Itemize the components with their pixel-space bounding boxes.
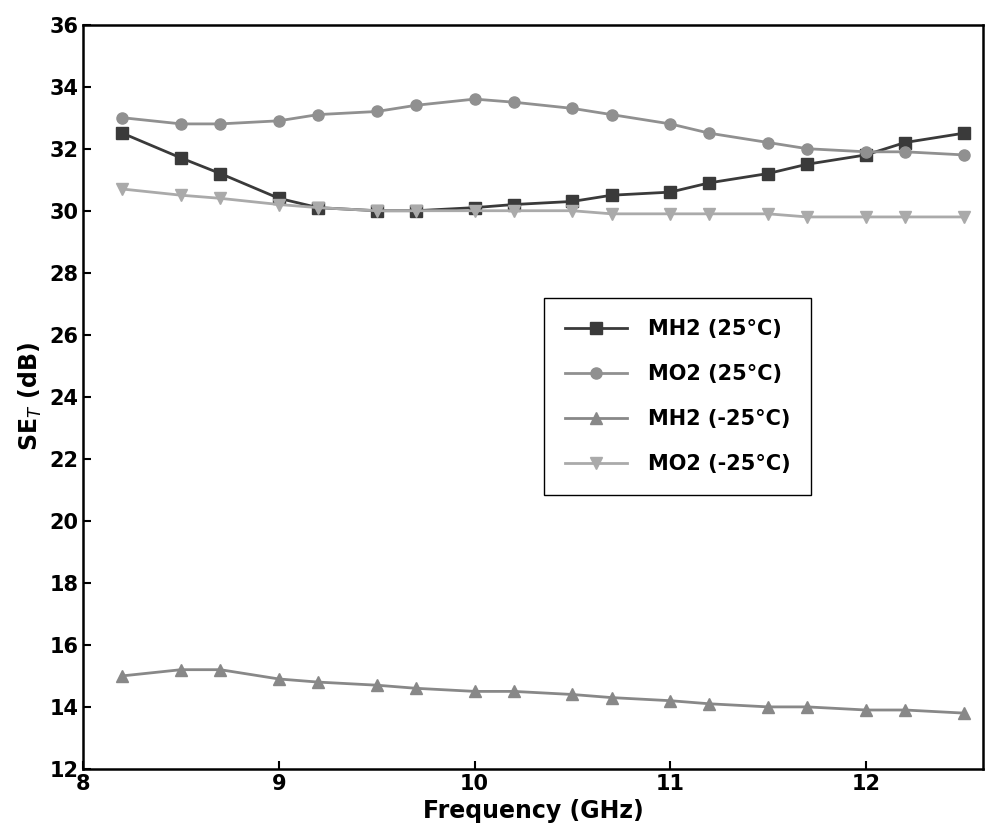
MO2 (25°C) xyxy=(566,103,578,113)
MH2 (-25°C) xyxy=(566,690,578,700)
MO2 (25°C) xyxy=(958,150,970,160)
MO2 (-25°C) xyxy=(214,193,226,203)
MH2 (25°C) xyxy=(664,187,676,197)
MH2 (25°C) xyxy=(606,190,618,200)
MO2 (-25°C) xyxy=(312,202,324,213)
MH2 (25°C) xyxy=(214,169,226,179)
MH2 (-25°C) xyxy=(273,674,285,684)
MH2 (-25°C) xyxy=(801,702,813,712)
MH2 (25°C) xyxy=(469,202,481,213)
MH2 (25°C) xyxy=(175,153,187,163)
MO2 (-25°C) xyxy=(801,212,813,222)
Line: MH2 (25°C): MH2 (25°C) xyxy=(117,128,969,216)
MO2 (25°C) xyxy=(899,147,911,157)
MO2 (25°C) xyxy=(860,147,872,157)
X-axis label: Frequency (GHz): Frequency (GHz) xyxy=(423,800,644,823)
MO2 (25°C) xyxy=(175,119,187,129)
MO2 (-25°C) xyxy=(566,206,578,216)
Y-axis label: SE$_T$ (dB): SE$_T$ (dB) xyxy=(17,343,44,451)
MH2 (-25°C) xyxy=(410,683,422,693)
MH2 (-25°C) xyxy=(762,702,774,712)
MH2 (-25°C) xyxy=(175,664,187,675)
MH2 (-25°C) xyxy=(958,708,970,718)
MO2 (25°C) xyxy=(371,107,383,117)
MH2 (25°C) xyxy=(410,206,422,216)
Line: MH2 (-25°C): MH2 (-25°C) xyxy=(117,664,969,719)
MO2 (-25°C) xyxy=(958,212,970,222)
MH2 (25°C) xyxy=(762,169,774,179)
MH2 (-25°C) xyxy=(116,671,128,681)
MH2 (-25°C) xyxy=(899,705,911,715)
MO2 (-25°C) xyxy=(606,209,618,219)
MH2 (25°C) xyxy=(899,138,911,148)
MO2 (-25°C) xyxy=(175,190,187,200)
MH2 (25°C) xyxy=(312,202,324,213)
MH2 (25°C) xyxy=(958,129,970,139)
MO2 (-25°C) xyxy=(664,209,676,219)
MH2 (25°C) xyxy=(273,193,285,203)
MO2 (25°C) xyxy=(312,109,324,119)
MO2 (-25°C) xyxy=(508,206,520,216)
MH2 (25°C) xyxy=(116,129,128,139)
MH2 (25°C) xyxy=(860,150,872,160)
MH2 (-25°C) xyxy=(703,699,715,709)
MO2 (-25°C) xyxy=(410,206,422,216)
MO2 (-25°C) xyxy=(371,206,383,216)
MH2 (-25°C) xyxy=(469,686,481,696)
MH2 (-25°C) xyxy=(312,677,324,687)
MO2 (25°C) xyxy=(410,100,422,110)
MO2 (-25°C) xyxy=(703,209,715,219)
MO2 (-25°C) xyxy=(762,209,774,219)
MH2 (25°C) xyxy=(508,199,520,209)
MO2 (25°C) xyxy=(214,119,226,129)
Legend: MH2 (25°C), MO2 (25°C), MH2 (-25°C), MO2 (-25°C): MH2 (25°C), MO2 (25°C), MH2 (-25°C), MO2… xyxy=(544,298,811,495)
MO2 (25°C) xyxy=(762,138,774,148)
MH2 (-25°C) xyxy=(664,696,676,706)
MH2 (-25°C) xyxy=(508,686,520,696)
MH2 (25°C) xyxy=(371,206,383,216)
MO2 (25°C) xyxy=(664,119,676,129)
MO2 (-25°C) xyxy=(273,199,285,209)
MO2 (25°C) xyxy=(508,97,520,108)
MO2 (25°C) xyxy=(703,129,715,139)
MO2 (25°C) xyxy=(469,94,481,104)
Line: MO2 (25°C): MO2 (25°C) xyxy=(117,93,969,160)
MH2 (25°C) xyxy=(703,178,715,188)
MH2 (25°C) xyxy=(566,197,578,207)
MH2 (-25°C) xyxy=(371,680,383,690)
MO2 (-25°C) xyxy=(860,212,872,222)
MH2 (-25°C) xyxy=(606,692,618,702)
MH2 (25°C) xyxy=(801,159,813,169)
MH2 (-25°C) xyxy=(860,705,872,715)
Line: MO2 (-25°C): MO2 (-25°C) xyxy=(117,183,969,223)
MO2 (25°C) xyxy=(801,144,813,154)
MO2 (25°C) xyxy=(116,113,128,123)
MO2 (25°C) xyxy=(606,109,618,119)
MO2 (-25°C) xyxy=(899,212,911,222)
MO2 (-25°C) xyxy=(469,206,481,216)
MO2 (25°C) xyxy=(273,116,285,126)
MH2 (-25°C) xyxy=(214,664,226,675)
MO2 (-25°C) xyxy=(116,184,128,194)
